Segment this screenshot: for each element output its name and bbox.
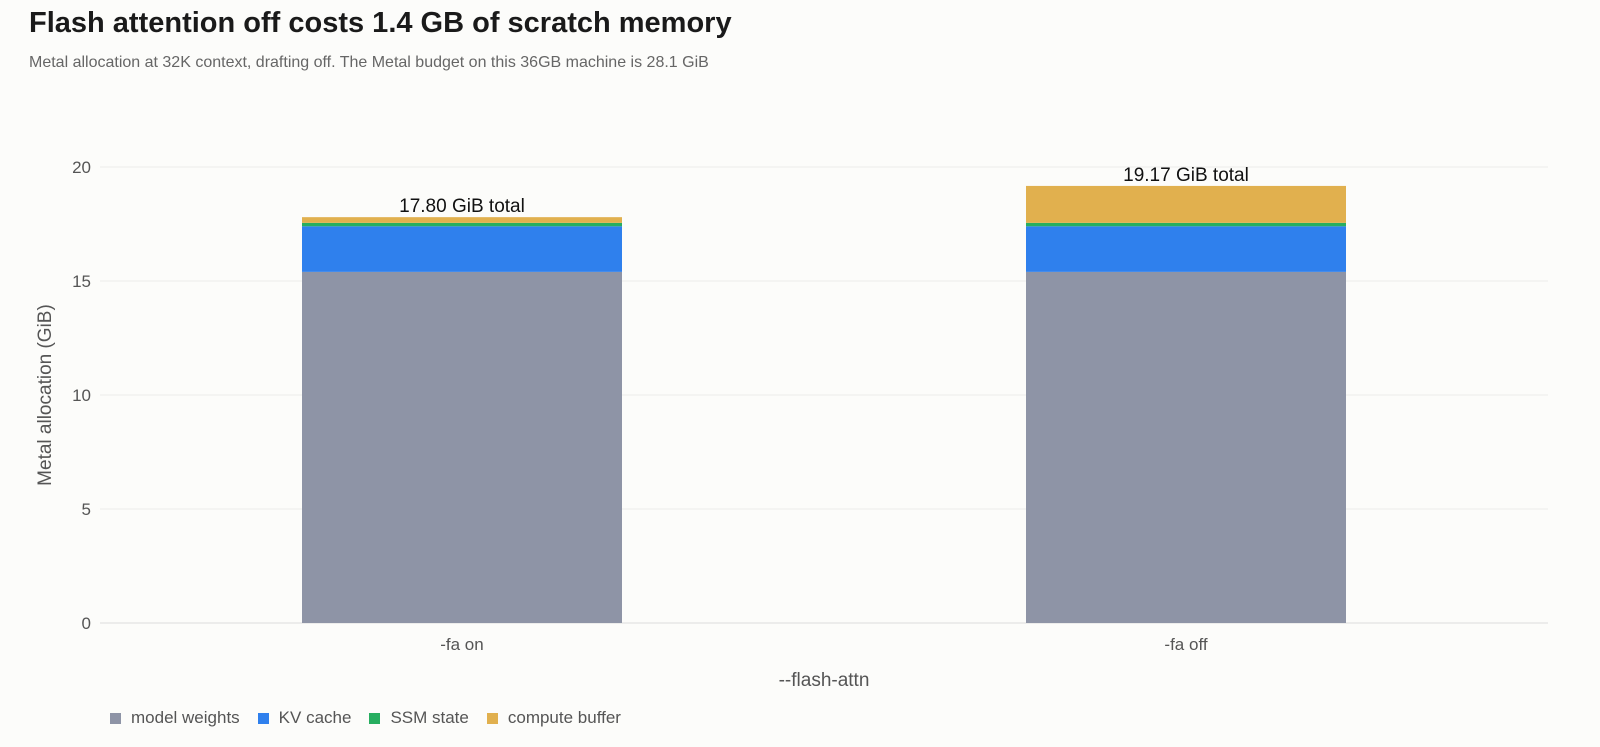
legend-swatch: [486, 712, 498, 724]
bar-SSM-state: [302, 222, 622, 227]
legend-item: model weights: [110, 708, 240, 728]
legend-swatch: [110, 712, 121, 724]
bar-model-weights: [1026, 271, 1346, 623]
x-axis-title: --flash-attn: [779, 670, 870, 691]
bar-compute-buffer: [302, 217, 622, 223]
y-tick-label: 10: [72, 386, 91, 405]
y-tick-label: 20: [72, 158, 91, 177]
legend-swatch: [257, 712, 269, 724]
chart-subtitle: Metal allocation at 32K context, draftin…: [29, 54, 709, 71]
bar-model-weights: [302, 271, 622, 623]
legend-swatch: [369, 712, 381, 724]
bar-KV-cache: [1026, 226, 1346, 272]
legend-label: KV cache: [278, 708, 352, 727]
bar-KV-cache: [302, 226, 622, 272]
legend-label: model weights: [131, 708, 240, 727]
y-axis-title: Metal allocation (GiB): [35, 304, 56, 486]
y-tick-label: 0: [82, 614, 91, 633]
bar-total-label: 19.17 GiB total: [1123, 165, 1249, 186]
legend-label: SSM state: [390, 708, 469, 727]
y-tick-label: 15: [72, 272, 91, 291]
y-tick-label: 5: [82, 500, 91, 519]
x-tick-label: -fa off: [1164, 635, 1207, 654]
legend-item: compute buffer: [486, 708, 621, 728]
bar-compute-buffer: [1026, 185, 1346, 223]
legend-item: KV cache: [257, 708, 352, 728]
bar-total-label: 17.80 GiB total: [399, 196, 525, 217]
chart-title: Flash attention off costs 1.4 GB of scra…: [29, 7, 732, 39]
chart-legend: model weights KV cache SSM state compute bu…: [110, 708, 621, 728]
legend-item: SSM state: [369, 708, 469, 728]
legend-label: compute buffer: [507, 708, 621, 727]
x-tick-label: -fa on: [440, 635, 483, 654]
bar-SSM-state: [1026, 222, 1346, 227]
